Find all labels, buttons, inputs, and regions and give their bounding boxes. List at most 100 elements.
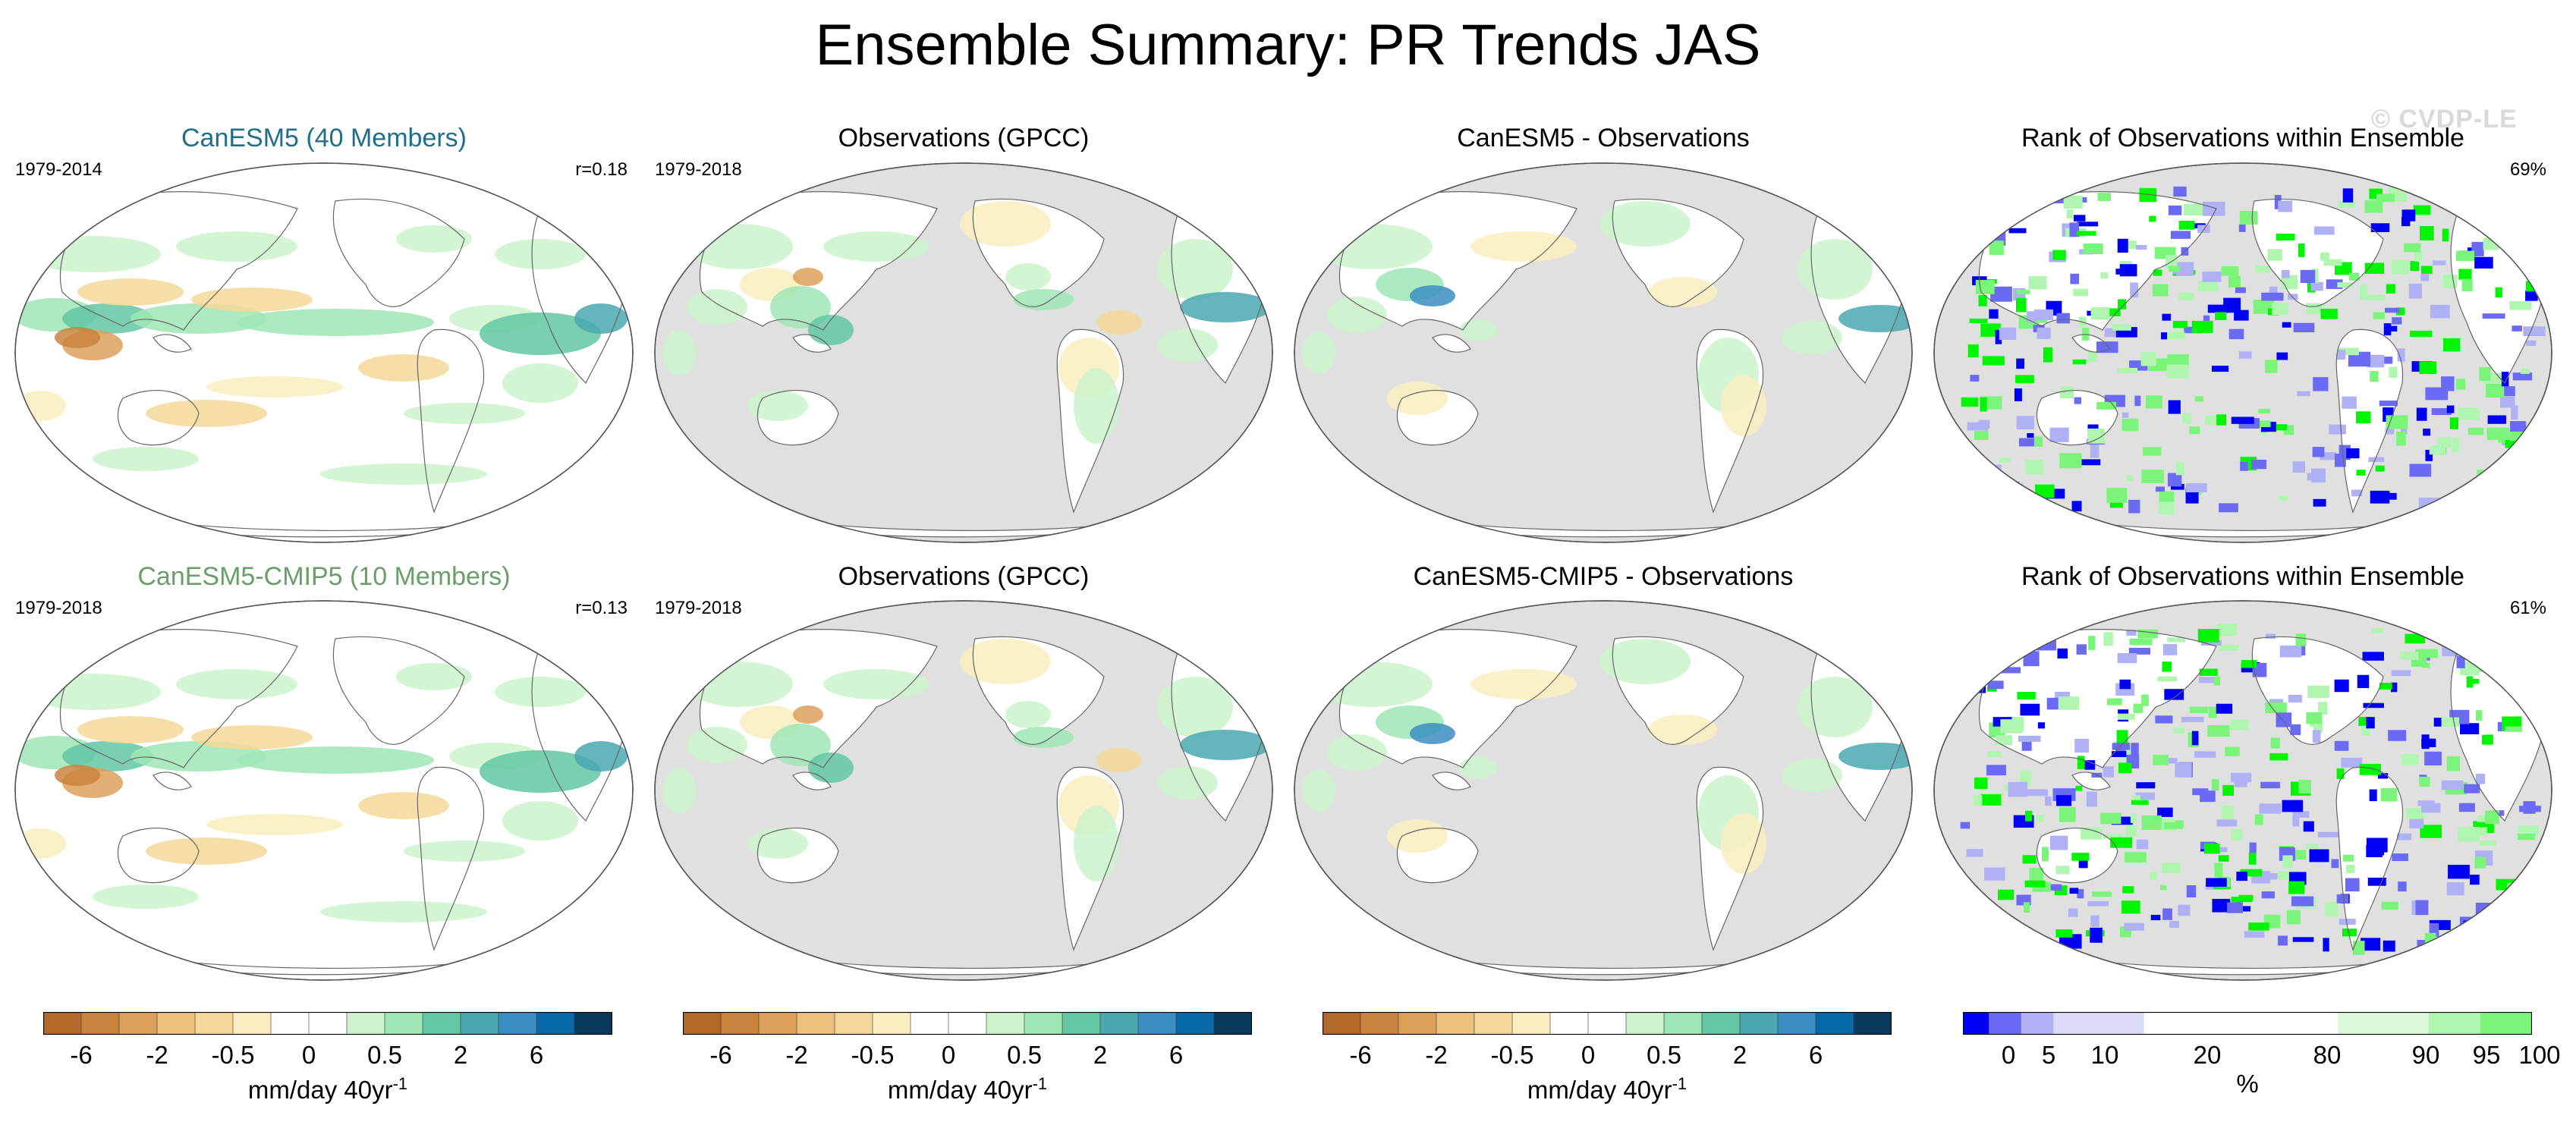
rank-cell xyxy=(2141,694,2149,706)
rank-cell xyxy=(2042,847,2049,862)
rank-cell xyxy=(2286,910,2301,925)
rank-cell xyxy=(2021,196,2032,212)
rank-cell xyxy=(2169,266,2180,272)
period-label: 1979-2018 xyxy=(655,598,742,618)
trend-anomaly xyxy=(404,403,525,424)
rank-cell xyxy=(2130,282,2139,298)
rank-cell xyxy=(2342,188,2354,203)
rank-cell xyxy=(2509,430,2524,442)
rank-cell xyxy=(2002,208,2025,221)
rank-cell xyxy=(2103,834,2124,839)
rank-cell xyxy=(2401,209,2416,222)
trend-anomaly xyxy=(1157,766,1218,800)
panel-title: Rank of Observations within Ensemble xyxy=(2021,562,2464,591)
rank-cell xyxy=(2509,421,2527,432)
rank-cell xyxy=(2362,652,2384,661)
rank-cell xyxy=(2207,725,2230,737)
rank-cell xyxy=(2380,787,2398,802)
rank-cell xyxy=(2087,428,2106,444)
trend-anomaly xyxy=(1387,819,1448,853)
rank-cell xyxy=(1973,794,1983,806)
rank-cell xyxy=(2183,203,2203,216)
rank-cell xyxy=(2131,743,2139,756)
rank-cell xyxy=(2118,762,2132,774)
colorbar-swatch xyxy=(422,1012,461,1035)
trend-anomaly xyxy=(206,814,343,835)
trend-colorbar xyxy=(43,1012,612,1035)
rank-cell xyxy=(2419,361,2436,375)
rank-cell xyxy=(2168,205,2182,215)
rank-cell xyxy=(2063,195,2083,209)
coastline xyxy=(1056,766,1124,951)
rank-cell xyxy=(2059,453,2082,469)
trend-anomaly xyxy=(662,330,696,376)
rank-cell xyxy=(2475,710,2483,721)
land-mask xyxy=(2336,767,2403,950)
land-mask xyxy=(1979,191,2216,330)
trend-anomaly xyxy=(176,231,297,262)
panel-title: CanESM5-CMIP5 - Observations xyxy=(1413,562,1794,591)
rank-cell xyxy=(2231,416,2254,424)
trend-anomaly xyxy=(191,725,313,749)
rank-cell xyxy=(2090,915,2099,927)
rank-cell xyxy=(2419,776,2430,787)
rank-cell xyxy=(2383,940,2395,952)
trend-anomaly xyxy=(480,313,601,355)
trend-anomaly xyxy=(687,289,747,325)
rank-cell xyxy=(2037,188,2059,196)
colorbar-swatch xyxy=(574,1012,612,1035)
rank-cell xyxy=(2015,297,2027,313)
rank-cell xyxy=(1967,344,1979,358)
period-label: 1979-2018 xyxy=(655,159,742,180)
colorbar-tick-label: 6 xyxy=(1808,1041,1823,1069)
colorbar-swatch xyxy=(1625,1012,1665,1035)
rank-cell xyxy=(2238,224,2246,232)
colorbar-swatch xyxy=(1137,1012,1177,1035)
rank-cell xyxy=(2139,188,2157,203)
rank-cell xyxy=(2267,249,2282,261)
rank-cell xyxy=(2526,624,2533,632)
colorbar-swatch xyxy=(156,1012,196,1035)
rank-cell xyxy=(2383,323,2392,336)
coastline xyxy=(2036,390,2118,446)
rank-cell xyxy=(2389,366,2398,379)
rank-cell xyxy=(2167,354,2189,367)
rank-cell xyxy=(2075,785,2083,791)
rank-cell xyxy=(2499,396,2515,408)
rank-colorbar xyxy=(1963,1012,2532,1035)
colorbar-tick-label: 20 xyxy=(2193,1041,2222,1069)
rank-cell xyxy=(2490,495,2505,504)
map-diff xyxy=(1294,600,1913,981)
rank-cell xyxy=(2178,292,2194,300)
rank-cell xyxy=(2320,252,2329,261)
rank-cell xyxy=(2131,800,2149,805)
rank-cell xyxy=(2379,683,2392,690)
rank-cell xyxy=(1960,215,1983,225)
rank-cell xyxy=(2348,351,2371,367)
colorbar-tick-label: -2 xyxy=(1425,1041,1448,1069)
rank-cell xyxy=(1999,927,2009,940)
rank-cell xyxy=(2519,806,2541,812)
rank-cell xyxy=(2163,822,2184,830)
coastline xyxy=(2036,828,2118,884)
rank-cell xyxy=(2509,301,2532,310)
rank-cell xyxy=(2215,312,2227,321)
rank-cell xyxy=(2282,855,2293,869)
rank-cell xyxy=(2228,328,2244,340)
map-diff xyxy=(1294,162,1913,543)
rank-cell xyxy=(2420,274,2430,281)
coastline xyxy=(699,191,938,331)
rank-cell xyxy=(2162,643,2178,655)
rank-cell xyxy=(2496,878,2516,891)
rank-cell xyxy=(2337,282,2353,288)
rank-cell xyxy=(2213,676,2221,686)
coastline xyxy=(1612,198,1744,307)
rank-cell xyxy=(1970,375,1980,382)
rank-cell xyxy=(2070,273,2080,284)
trend-anomaly xyxy=(1649,277,1717,307)
colorbar-tick-label: 0.5 xyxy=(367,1041,402,1069)
trend-anomaly xyxy=(93,885,199,909)
rank-cell xyxy=(2090,307,2110,320)
rank-cell xyxy=(2493,203,2516,212)
colorbar-tick-label: -2 xyxy=(785,1041,808,1069)
